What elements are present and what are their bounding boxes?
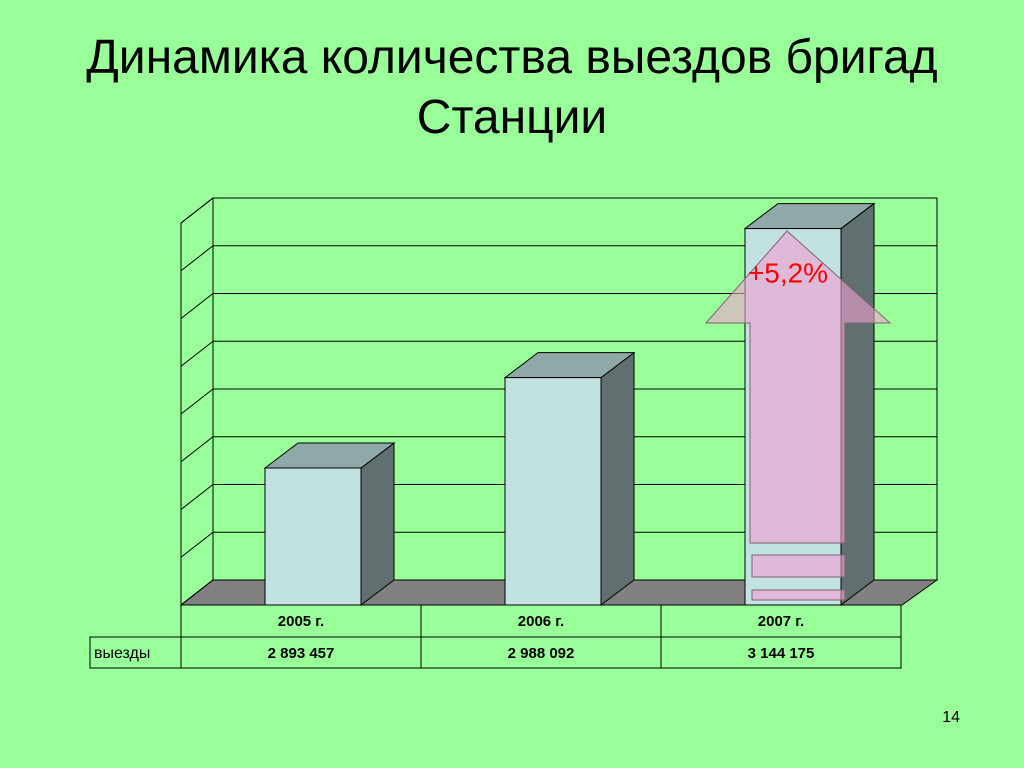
table-value: 2 988 092 [508,645,575,662]
grid-line [180,197,214,224]
grid-line [180,388,214,415]
table-header: 2007 г. [758,613,804,630]
bar [504,377,602,606]
grid-line [180,579,214,606]
table-value: 2 893 457 [268,645,335,662]
arrow-stripe [751,589,846,601]
page-number: 14 [942,709,960,726]
table-value: 3 144 175 [748,645,815,662]
grid-line [180,293,214,319]
bar-side [600,351,635,607]
bar-side [360,441,395,607]
table-border [89,636,182,669]
grid-line [180,436,214,463]
data-table [89,604,902,669]
arrow-stripe [751,554,846,578]
grid-line [180,484,214,510]
grid-line [180,531,214,558]
arrow-body [704,230,892,544]
grid-line [180,245,214,272]
growth-arrow [704,230,892,601]
annotation: +5,2% [748,257,828,288]
table-header: 2005 г. [278,613,324,630]
bar [264,467,362,606]
chart-title: Динамика количества выездов бригад Станц… [86,31,938,144]
series-name: выезды [94,645,150,662]
table-header: 2006 г. [518,613,564,630]
bar-side [840,202,875,607]
grid-line [180,340,214,367]
